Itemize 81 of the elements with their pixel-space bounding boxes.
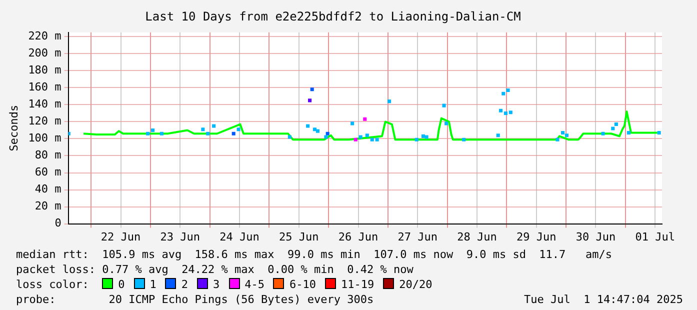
point bbox=[232, 132, 236, 136]
point bbox=[206, 132, 210, 136]
point bbox=[421, 134, 426, 138]
legend-label: 4-5 bbox=[244, 278, 264, 291]
legend-label: 11-19 bbox=[340, 278, 374, 291]
y-axis-title: Seconds bbox=[7, 104, 20, 152]
x-tick-label: 22 Jun bbox=[100, 230, 141, 244]
point bbox=[151, 128, 155, 132]
point bbox=[288, 135, 292, 139]
legend-title: loss color: bbox=[16, 278, 90, 291]
y-tick-label: 100 m bbox=[28, 132, 62, 145]
point bbox=[358, 135, 362, 139]
point bbox=[388, 100, 392, 104]
x-tick-label: 30 Jun bbox=[576, 230, 616, 244]
point bbox=[308, 98, 312, 102]
y-tick-label: 200 m bbox=[28, 46, 62, 60]
point bbox=[414, 138, 418, 142]
point bbox=[375, 138, 379, 142]
x-tick-label: 28 Jun bbox=[457, 230, 497, 244]
legend-label: 0 bbox=[118, 278, 125, 291]
y-tick-label: 80 m bbox=[34, 148, 62, 162]
point bbox=[498, 108, 503, 112]
x-tick-label: 29 Jun bbox=[516, 230, 556, 244]
point bbox=[316, 129, 320, 133]
legend-label: 2 bbox=[181, 278, 188, 291]
text: median rtt: 105.9 ms avg 158.6 ms max 99.0 ms min 107.0 ms now 9.0 ms sd 11.7 am/s bbox=[16, 248, 612, 261]
y-tick-label: 160 m bbox=[28, 80, 62, 94]
point bbox=[365, 134, 369, 138]
point bbox=[506, 88, 510, 92]
point bbox=[444, 122, 448, 126]
point bbox=[324, 135, 328, 139]
x-tick-label: 01 Jul bbox=[635, 230, 675, 244]
point bbox=[350, 122, 354, 126]
chart-title: Last 10 Days from e2e225bdfdf2 to Liaoning-Dalian-CM bbox=[145, 9, 521, 24]
text: Tue Jul 1 14:47:04 2025 bbox=[524, 293, 683, 306]
point bbox=[354, 138, 358, 142]
point bbox=[556, 138, 560, 142]
point bbox=[614, 122, 618, 126]
point bbox=[462, 138, 466, 142]
x-tick-label: 27 Jun bbox=[398, 230, 438, 244]
point bbox=[312, 128, 316, 132]
point bbox=[560, 131, 565, 135]
y-tick-label: 60 m bbox=[34, 166, 62, 179]
x-tick-label: 23 Jun bbox=[160, 230, 200, 244]
y-tick-label: 140 m bbox=[28, 98, 62, 111]
point bbox=[310, 88, 314, 92]
point bbox=[236, 128, 240, 132]
point bbox=[212, 124, 216, 128]
point bbox=[504, 111, 508, 115]
y-tick-label: 180 m bbox=[28, 64, 62, 77]
point bbox=[363, 117, 367, 121]
point bbox=[508, 110, 512, 114]
point bbox=[160, 132, 164, 136]
legend-label: 20/20 bbox=[399, 278, 432, 291]
x-tick-label: 25 Jun bbox=[279, 230, 319, 244]
text: probe: 20 ICMP Echo Pings (56 Bytes) every 300s bbox=[16, 293, 374, 306]
text: packet loss: 0.77 % avg 24.22 % max 0.00 % min 0.42 % now bbox=[16, 263, 414, 276]
point bbox=[306, 124, 310, 128]
point bbox=[424, 135, 428, 139]
point bbox=[626, 131, 630, 135]
y-tick-label: 220 m bbox=[28, 30, 62, 43]
x-tick-label: 26 Jun bbox=[338, 230, 378, 244]
point bbox=[442, 104, 446, 108]
y-tick-label: 40 m bbox=[34, 182, 62, 196]
point bbox=[564, 134, 568, 138]
y-tick-label: 0 bbox=[54, 216, 62, 230]
y-tick-label: 120 m bbox=[28, 114, 62, 128]
legend-label: 3 bbox=[212, 278, 220, 291]
point bbox=[326, 132, 330, 136]
point bbox=[502, 92, 506, 96]
point bbox=[201, 128, 205, 132]
point bbox=[611, 126, 615, 130]
point bbox=[370, 138, 374, 142]
y-tick-label: 20 m bbox=[34, 200, 62, 213]
x-tick-label: 24 Jun bbox=[220, 230, 260, 244]
legend-label: 6-10 bbox=[289, 278, 316, 291]
point bbox=[496, 134, 500, 138]
point bbox=[146, 132, 150, 136]
point bbox=[601, 132, 605, 136]
legend-label: 1 bbox=[150, 278, 156, 291]
point bbox=[657, 131, 661, 135]
